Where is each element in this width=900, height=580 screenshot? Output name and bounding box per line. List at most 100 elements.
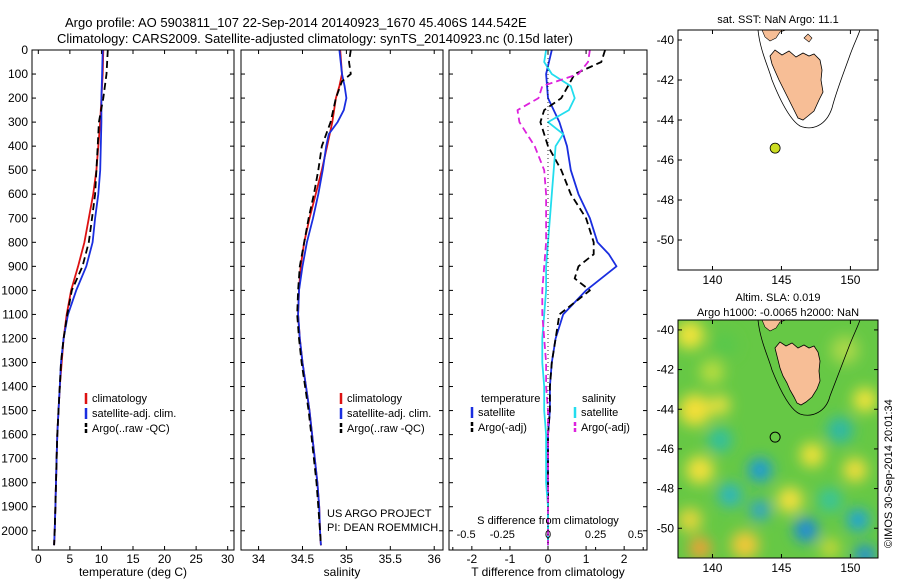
sla-anomaly-blob — [827, 417, 853, 443]
sla-map-title-line1: Altim. SLA: 0.019 — [736, 292, 821, 304]
sla-anomaly-blob — [686, 456, 714, 484]
x-tick-label: 35.5 — [379, 552, 403, 566]
project-annotation-line2: PI: DEAN ROEMMICH — [327, 522, 438, 534]
map-y-tick-label: -44 — [657, 113, 675, 127]
temperature-xlabel: temperature (deg C) — [79, 565, 187, 579]
map-y-tick-label: -42 — [657, 363, 675, 377]
y-tick-label: 2000 — [1, 524, 28, 538]
sla-anomaly-blob — [678, 508, 702, 532]
x-tick-label: 0 — [35, 552, 42, 566]
y-tick-label: 100 — [8, 67, 28, 81]
map-x-tick-label: 145 — [771, 561, 791, 575]
map-y-tick-label: -48 — [657, 482, 675, 496]
small-island-1 — [803, 33, 813, 43]
sla-anomaly-blob — [777, 487, 803, 513]
sla-map-frame — [677, 319, 879, 559]
map-x-tick-label: 140 — [702, 273, 722, 287]
sla-anomaly-blob — [731, 531, 759, 558]
y-tick-label: 1800 — [1, 476, 28, 490]
x-tick-label: -1 — [505, 552, 516, 566]
mainland-coast-1 — [761, 30, 787, 42]
map-y-tick-label: -44 — [657, 402, 675, 416]
x-tick-label: 1 — [583, 552, 590, 566]
x-tick-label: 30 — [221, 552, 235, 566]
sla-anomaly-blob — [800, 443, 824, 467]
y-tick-label: 400 — [8, 139, 28, 153]
x-tick-label: -2 — [467, 552, 478, 566]
y-tick-label: 800 — [8, 235, 28, 249]
sla-anomaly-blob — [847, 509, 869, 531]
tasmania-land-1 — [769, 49, 824, 121]
top-x-tick-label: 0.25 — [585, 529, 606, 541]
map-x-tick-label: 150 — [840, 273, 860, 287]
temperature-panel: 0100200300400500600700800900100011001200… — [1, 43, 234, 579]
y-tick-label: 1300 — [1, 356, 28, 370]
legend-label: satellite-adj. clim. — [347, 408, 431, 420]
y-tick-label: 600 — [8, 187, 28, 201]
project-annotation-line1: US ARGO PROJECT — [327, 508, 432, 520]
sla-anomaly-blob — [820, 538, 840, 558]
series-line-s-satellite — [541, 50, 576, 546]
map-x-tick-label: 145 — [771, 273, 791, 287]
y-tick-label: 1400 — [1, 380, 28, 394]
difference-xlabel-top: S difference from climatology — [477, 515, 619, 527]
map-y-tick-label: -50 — [657, 233, 675, 247]
sla-anomaly-blob — [853, 388, 877, 412]
difference-xlabel-bottom: T difference from climatology — [471, 565, 625, 579]
legend-title-temperature: temperature — [481, 393, 540, 405]
x-tick-label: 20 — [158, 552, 172, 566]
shelf-contour-2 — [757, 320, 861, 416]
map-y-tick-label: -48 — [657, 193, 675, 207]
series-line-climatology — [53, 50, 105, 546]
legend-label: Argo(-adj) — [581, 422, 630, 434]
sla-anomaly-blob — [710, 395, 730, 415]
difference-panel: -2 -1 0 1 2 -0.5 -0.25 0 0.25 0.5 T difference f… — [448, 49, 648, 579]
y-tick-label: 0 — [21, 43, 28, 57]
sla-anomaly-blob — [689, 537, 711, 558]
top-x-tick-label: -0.25 — [490, 529, 515, 541]
legend-title-salinity: salinity — [582, 393, 616, 405]
figure-title-line1: Argo profile: AO 5903811_107 22-Sep-2014… — [65, 15, 527, 30]
sla-anomaly-blob — [818, 488, 842, 512]
sla-anomaly-blob — [748, 458, 772, 482]
x-tick-label: 10 — [95, 552, 109, 566]
sla-anomaly-blob — [750, 500, 770, 520]
top-x-tick-label: -0.5 — [457, 529, 476, 541]
sla-anomaly-blob — [678, 321, 704, 349]
x-tick-label: 5 — [67, 552, 74, 566]
tasmania-land-2 — [774, 341, 821, 406]
imos-timestamp: ©IMOS 30-Sep-2014 20:01:34 — [883, 399, 895, 548]
legend-label: Argo(..raw -QC) — [347, 423, 425, 435]
sla-anomaly-blob — [718, 483, 742, 507]
y-tick-label: 1600 — [1, 428, 28, 442]
sla-anomaly-blob — [700, 360, 724, 384]
y-tick-label: 300 — [8, 115, 28, 129]
series-line-argo-raw-qc — [53, 50, 109, 546]
sla-map-panel: Altim. SLA: 0.019 Argo h1000: -0.0065 h2… — [657, 292, 895, 575]
temperature-axes-frame — [31, 49, 235, 551]
mainland-coast-2 — [761, 320, 787, 332]
x-tick-label: 15 — [126, 552, 140, 566]
top-x-tick-label: 0 — [545, 529, 551, 541]
x-tick-label: 34.5 — [291, 552, 315, 566]
y-tick-label: 1900 — [1, 500, 28, 514]
y-tick-label: 1200 — [1, 331, 28, 345]
salinity-axes-frame — [240, 49, 444, 551]
legend-label: satellite — [581, 407, 618, 419]
legend-label: satellite — [478, 407, 515, 419]
sla-anomaly-blob — [843, 458, 867, 482]
y-tick-label: 1100 — [2, 307, 28, 321]
sst-map-title: sat. SST: NaN Argo: 11.1 — [717, 14, 838, 26]
legend-label: satellite-adj. clim. — [92, 408, 176, 420]
x-tick-label: 25 — [189, 552, 203, 566]
series-line-argo-raw-qc — [296, 50, 352, 546]
x-tick-label: 36 — [428, 552, 442, 566]
figure-title-line2: Climatology: CARS2009. Satellite-adjuste… — [57, 31, 573, 46]
y-tick-label: 700 — [8, 211, 28, 225]
sla-anomaly-blob — [713, 333, 737, 357]
sla-anomaly-blob — [794, 518, 818, 542]
salinity-panel: 34 34.5 35 35.5 36 salinity climatology satel… — [240, 49, 444, 579]
top-x-tick-label: 0.5 — [628, 529, 643, 541]
map-y-tick-label: -42 — [657, 73, 675, 87]
legend-label: climatology — [347, 393, 403, 405]
